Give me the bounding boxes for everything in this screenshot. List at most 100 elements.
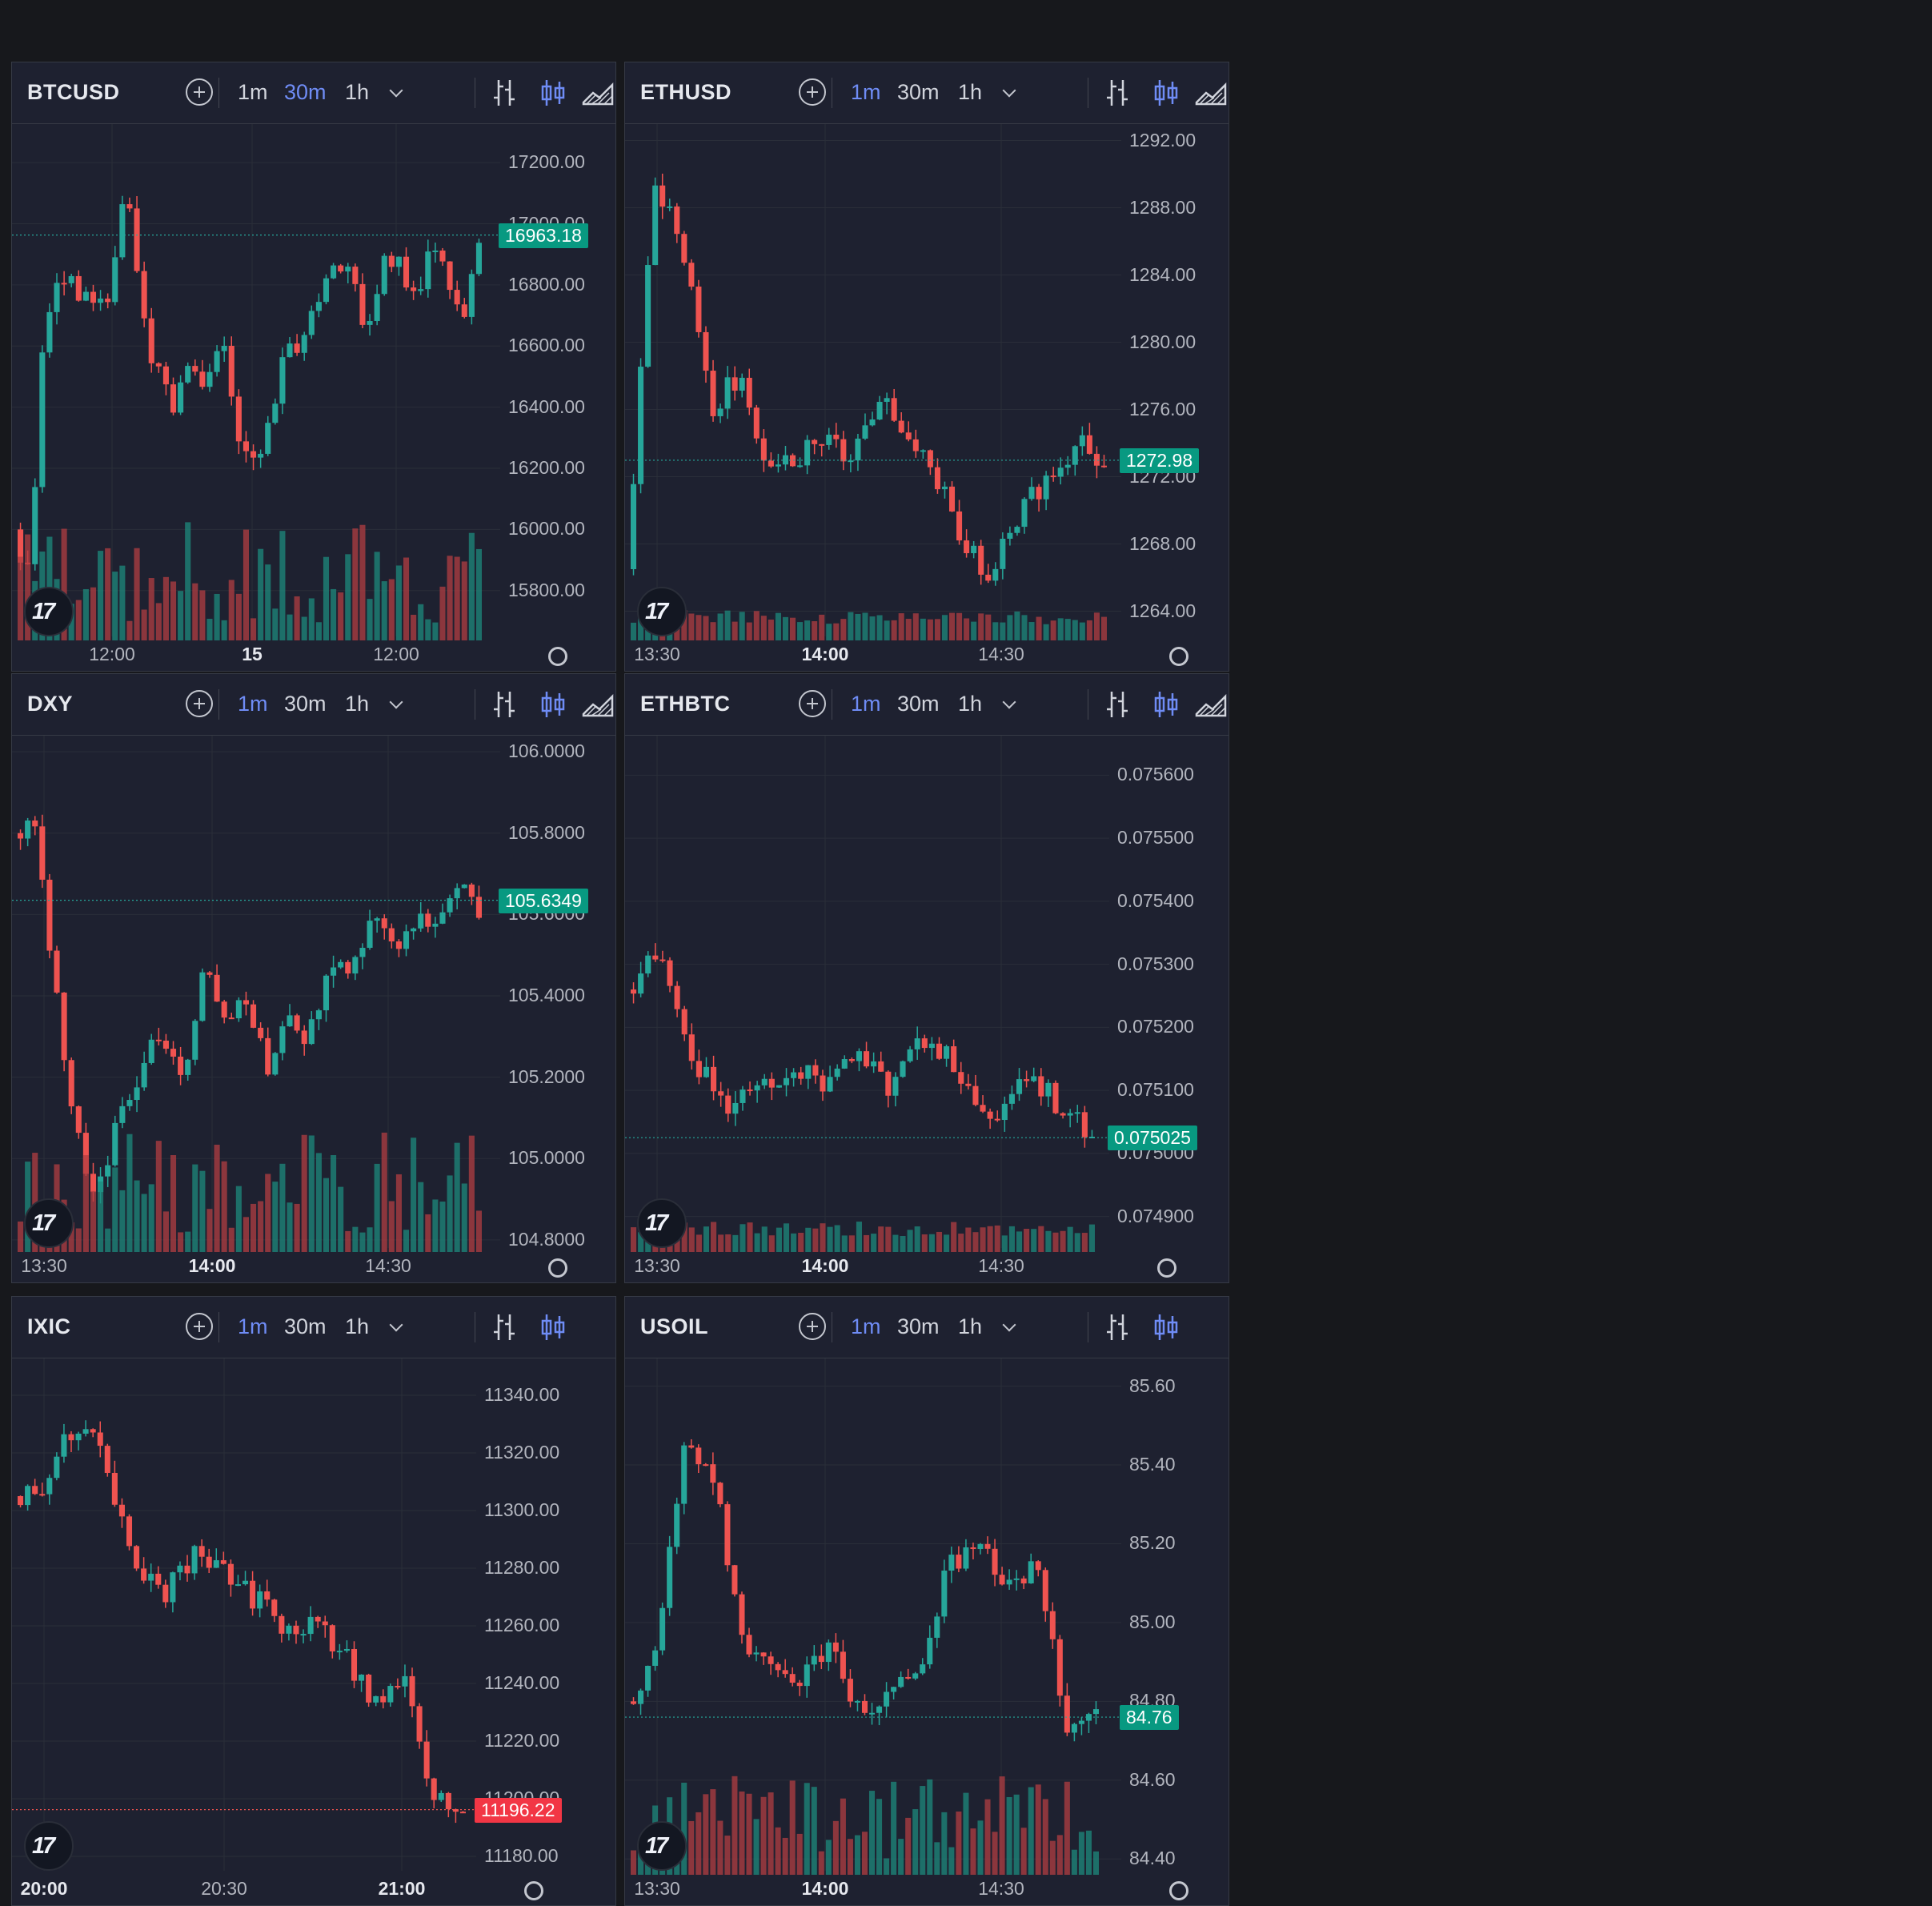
candles-icon[interactable]: [1152, 77, 1180, 109]
add-symbol-button[interactable]: [186, 78, 213, 106]
timeframe-30m-button[interactable]: 30m: [897, 1314, 940, 1338]
timeframe-1h-button[interactable]: 1h: [345, 80, 370, 104]
timeframe-1h-button[interactable]: 1h: [958, 80, 983, 104]
timeframe-1h-button[interactable]: 1h: [958, 1314, 983, 1338]
timeframe-1m-button[interactable]: 1m: [238, 1314, 268, 1338]
tradingview-logo-icon[interactable]: 17: [637, 1821, 687, 1871]
chevron-down-icon[interactable]: [389, 1318, 403, 1332]
time-axis-label: 12:00: [373, 644, 419, 664]
tradingview-logo-icon[interactable]: 17: [24, 1821, 74, 1871]
add-symbol-button[interactable]: [799, 690, 826, 717]
tradingview-logo-icon[interactable]: 17: [24, 1198, 74, 1248]
price-axis-label: 1276.00: [1129, 398, 1196, 419]
chevron-down-icon[interactable]: [389, 83, 403, 98]
bar-style-icon[interactable]: [491, 688, 519, 720]
settings-gear-icon[interactable]: [1157, 1258, 1176, 1278]
chart-canvas[interactable]: 0.075600 0.075500 0.075400 0.075300 0.075200…: [625, 736, 1229, 1254]
chart-canvas[interactable]: 11340.00 11320.00 11300.00 11280.00 11260.00…: [12, 1358, 615, 1877]
tradingview-logo-icon[interactable]: 17: [24, 587, 74, 636]
candle-body: [98, 298, 104, 303]
candles-icon[interactable]: [539, 1311, 567, 1343]
volume-bar: [112, 572, 118, 640]
volume-bar: [1085, 1830, 1092, 1875]
bar-style-icon[interactable]: [1104, 77, 1132, 109]
symbol-label[interactable]: USOIL: [640, 1314, 709, 1338]
area-icon[interactable]: [580, 77, 615, 109]
candles-icon[interactable]: [1152, 688, 1180, 720]
candle-body: [760, 438, 767, 461]
candle-body: [796, 1683, 803, 1687]
candle-body: [251, 451, 257, 458]
candle-body: [61, 992, 67, 1061]
timeframe-30m-button[interactable]: 30m: [284, 1314, 327, 1338]
candle-body: [25, 1486, 31, 1506]
candles-icon[interactable]: [539, 77, 567, 109]
candle-body: [638, 367, 644, 484]
area-icon[interactable]: [1193, 688, 1229, 720]
volume-bar: [1036, 616, 1042, 640]
volume-bar: [732, 1234, 739, 1252]
tradingview-logo-icon[interactable]: 17: [637, 587, 687, 636]
bar-style-icon[interactable]: [491, 77, 519, 109]
tradingview-logo-icon[interactable]: 17: [637, 1198, 687, 1248]
timeframe-1m-button[interactable]: 1m: [851, 692, 881, 716]
bar-style-icon[interactable]: [1104, 688, 1132, 720]
chevron-down-icon[interactable]: [1002, 83, 1016, 98]
add-symbol-button[interactable]: [186, 690, 213, 717]
candle-body: [198, 1546, 205, 1557]
bar-style-icon[interactable]: [1104, 1311, 1132, 1343]
add-symbol-button[interactable]: [799, 1313, 826, 1340]
chevron-down-icon[interactable]: [1002, 1318, 1016, 1332]
timeframe-1h-button[interactable]: 1h: [345, 1314, 370, 1338]
timeframe-1h-button[interactable]: 1h: [958, 692, 983, 716]
volume-bar: [170, 1154, 177, 1252]
candle-body: [920, 1664, 926, 1674]
symbol-label[interactable]: IXIC: [27, 1314, 71, 1338]
chevron-down-icon[interactable]: [1002, 695, 1016, 709]
candles-icon[interactable]: [539, 688, 567, 720]
settings-gear-icon[interactable]: [1169, 647, 1188, 666]
add-symbol-button[interactable]: [186, 1313, 213, 1340]
chart-canvas[interactable]: 1292.00 1288.00 1284.00 1280.00 1276.00 1272.…: [625, 124, 1229, 643]
add-symbol-button[interactable]: [799, 78, 826, 106]
chart-canvas[interactable]: 85.60 85.40 85.20 85.00 84.80 84.60 84.40 84.76: [625, 1358, 1229, 1877]
timeframe-30m-button[interactable]: 30m: [897, 80, 940, 104]
bar-style-icon[interactable]: [491, 1311, 519, 1343]
volume-bar: [1060, 1230, 1066, 1252]
symbol-label[interactable]: ETHUSD: [640, 80, 732, 104]
settings-gear-icon[interactable]: [548, 1258, 567, 1278]
candle-body: [395, 1686, 401, 1688]
timeframe-30m-button[interactable]: 30m: [284, 80, 327, 104]
area-icon[interactable]: [1193, 77, 1229, 109]
candle-body: [832, 1642, 839, 1652]
candle-body: [184, 1565, 190, 1574]
chart-canvas[interactable]: 17200.0017000.0016800.0016600.0016400.00…: [12, 124, 616, 643]
candle-body: [294, 1015, 300, 1031]
timeframe-30m-button[interactable]: 30m: [897, 692, 940, 716]
chevron-down-icon[interactable]: [389, 695, 403, 709]
timeframe-1m-button[interactable]: 1m: [238, 692, 268, 716]
last-price-tag: 84.76: [1120, 1705, 1179, 1731]
price-chart-svg[interactable]: [625, 736, 1229, 1254]
timeframe-1h-button[interactable]: 1h: [345, 692, 370, 716]
area-icon[interactable]: [580, 688, 615, 720]
volume-bar: [826, 624, 832, 640]
settings-gear-icon[interactable]: [524, 1881, 543, 1900]
chart-canvas[interactable]: 106.0000 105.8000 105.6000 105.4000 105.2000…: [12, 736, 615, 1254]
settings-gear-icon[interactable]: [548, 647, 567, 666]
symbol-label[interactable]: BTCUSD: [27, 80, 120, 104]
timeframe-1m-button[interactable]: 1m: [851, 1314, 881, 1338]
price-chart-svg[interactable]: [12, 124, 616, 643]
settings-gear-icon[interactable]: [1169, 1881, 1188, 1900]
candle-body: [1049, 1611, 1056, 1639]
timeframe-1m-button[interactable]: 1m: [238, 80, 268, 104]
volume-bar: [789, 1780, 796, 1875]
timeframe-30m-button[interactable]: 30m: [284, 692, 327, 716]
symbol-label[interactable]: ETHBTC: [640, 692, 731, 716]
candles-icon[interactable]: [1152, 1311, 1180, 1343]
price-axis-label: 105.0000: [508, 1147, 585, 1169]
symbol-label[interactable]: DXY: [27, 692, 74, 716]
timeframe-1m-button[interactable]: 1m: [851, 80, 881, 104]
volume-bar: [1021, 615, 1028, 640]
candle-body: [18, 1496, 24, 1506]
